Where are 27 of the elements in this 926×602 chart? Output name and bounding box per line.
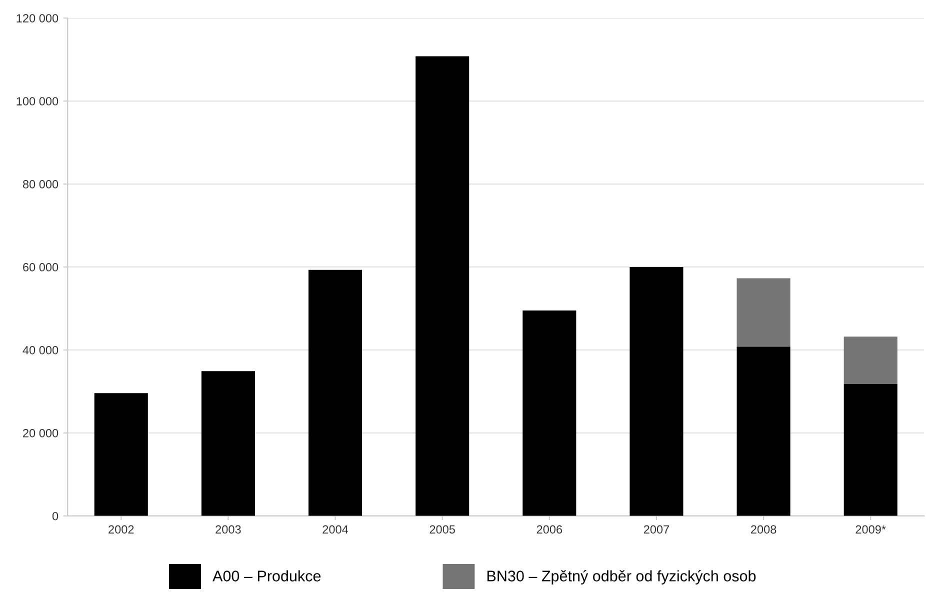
x-tick-label: 2008 xyxy=(751,525,776,534)
bar xyxy=(201,371,255,516)
bar xyxy=(630,266,684,516)
y-tick-label: 120 000 xyxy=(16,14,58,22)
bar xyxy=(94,393,148,516)
legend-label: BN30 – Zpětný odběr od fyzických osob xyxy=(487,570,756,584)
bar xyxy=(736,346,790,516)
x-tick-label: 2009* xyxy=(856,525,886,534)
x-tick-label: 2005 xyxy=(430,525,455,534)
bar xyxy=(844,384,898,516)
bar xyxy=(416,56,470,516)
y-tick-label: 80 000 xyxy=(22,180,58,188)
y-tick-label: 60 000 xyxy=(23,263,58,272)
x-tick-label: 2003 xyxy=(216,525,241,534)
y-tick-label: 0 xyxy=(52,512,58,520)
y-tick-label: 40 000 xyxy=(22,346,58,354)
bar xyxy=(522,310,576,516)
x-tick-label: 2007 xyxy=(644,525,670,534)
bar xyxy=(844,336,898,384)
bar xyxy=(308,270,362,516)
x-tick-label: 2004 xyxy=(322,525,348,534)
y-tick-label: 100 000 xyxy=(16,97,58,106)
y-tick-label: 20 000 xyxy=(23,428,58,438)
x-tick-label: 2006 xyxy=(536,525,562,534)
x-tick-label: 2002 xyxy=(108,525,134,534)
bar xyxy=(736,278,790,347)
legend-label: A00 – Produkce xyxy=(212,570,321,582)
